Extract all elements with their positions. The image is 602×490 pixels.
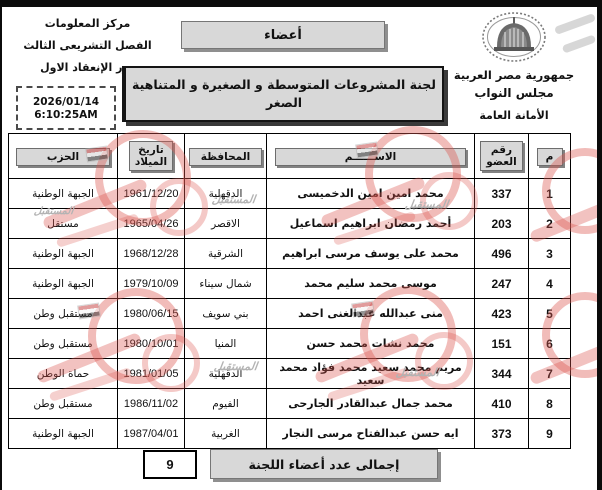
col-header-birth-date: تاريخ الميلاد [117,133,185,179]
org-name: مركز المعلومات [44,17,131,30]
cell-index: 6 [528,328,571,359]
parliament-emblem-icon [482,12,546,62]
cell-birth-date: 1987/04/01 [117,418,185,449]
cell-name: محمد نشات محمد حسن [266,328,475,359]
governorate-header-button: المحافظة [189,147,262,166]
cell-birth-date: 1980/06/15 [117,298,185,329]
table-row: 9 373 ايه حسن عبدالفتاح مرسى النجار الغربية… [8,418,571,449]
cell-governorate: الغربية [184,418,267,449]
print-datetime-box: 2026/01/14 6:10:25AM [16,86,116,130]
cell-governorate: المنيا [184,328,267,359]
parliament-identity-block: جمهورية مصر العربية مجلس النواب الأمانة … [438,10,590,124]
cell-member-no: 410 [474,388,529,419]
col-header-member-no: رقم العضو [474,133,529,179]
col-header-index: م [528,133,571,179]
cell-index: 7 [528,358,571,389]
cell-member-no: 337 [474,178,529,209]
info-center-block: مركز المعلومات الفصل التشريعى الثالث دور… [10,13,165,79]
cell-member-no: 373 [474,418,529,449]
cell-party: مستقبل وطن [8,298,118,329]
cell-governorate: بني سويف [184,298,267,329]
cell-member-no: 203 [474,208,529,239]
cell-governorate: الاقصر [184,208,267,239]
cell-governorate: الدقهلية [184,178,267,209]
cell-name: منى عبدالله عبدالغنى احمد [266,298,475,329]
members-table-body: 1 337 محمد امين امين الدخميسى الدقهلية 1961/… [8,178,571,449]
cell-name: موسى محمد سليم محمد [266,268,475,299]
scan-border-right [597,0,602,490]
cell-member-no: 151 [474,328,529,359]
cell-name: ايه حسن عبدالفتاح مرسى النجار [266,418,475,449]
cell-index: 9 [528,418,571,449]
cell-index: 8 [528,388,571,419]
col-header-governorate: المحافظة [184,133,267,179]
cell-party: مستقبل وطن [8,328,118,359]
cell-governorate: الفيوم [184,388,267,419]
cell-name: محمد على يوسف مرسى ابراهيم [266,238,475,269]
cell-birth-date: 1979/10/09 [117,268,185,299]
index-header-button: م [536,147,563,166]
cell-name: أحمد رمضان ابراهيم اسماعيل [266,208,475,239]
committee-title-box: لجنة المشروعات المتوسطة و الصغيرة و المت… [122,66,444,122]
cell-governorate: شمال سيناء [184,268,267,299]
cell-member-no: 423 [474,298,529,329]
committee-title-line2: الصغر [265,95,303,110]
session-round: دور الإنعقاد الاول [40,61,135,74]
cell-governorate: الدقهلية [184,358,267,389]
cell-birth-date: 1986/11/02 [117,388,185,419]
cell-governorate: الشرقية [184,238,267,269]
scan-border-top [0,0,602,7]
cell-index: 5 [528,298,571,329]
cell-index: 4 [528,268,571,299]
cell-index: 1 [528,178,571,209]
print-time: 6:10:25AM [34,108,98,121]
table-header-row: م رقم العضو الاســــــم المحافظة تاريخ ا… [8,133,571,179]
cell-name: محمد امين امين الدخميسى [266,178,475,209]
cell-index: 3 [528,238,571,269]
scan-border-left [0,0,2,490]
col-header-name: الاســــــم [266,133,475,179]
cell-party: الجبهة الوطنية [8,418,118,449]
cell-name: مريم محمد سعيد محمد فؤاد محمد سعيد [266,358,475,389]
cell-birth-date: 1968/12/28 [117,238,185,269]
cell-birth-date: 1981/01/05 [117,358,185,389]
cell-party: حماة الوطن [8,358,118,389]
general-secretariat: الأمانة العامة [479,109,549,122]
cell-party: الجبهة الوطنية [8,178,118,209]
cell-party: مستقل [8,208,118,239]
cell-member-no: 496 [474,238,529,269]
committee-members-table: م رقم العضو الاســــــم المحافظة تاريخ ا… [8,133,571,449]
print-date: 2026/01/14 [32,95,100,108]
committee-title-line1: لجنة المشروعات المتوسطة و الصغيرة و المت… [131,77,437,92]
cell-birth-date: 1965/04/26 [117,208,185,239]
table-row: 7 344 مريم محمد سعيد محمد فؤاد محمد سعيد ال… [8,358,571,389]
table-row: 2 203 أحمد رمضان ابراهيم اسماعيل الاقصر 1965… [8,208,571,239]
table-row: 5 423 منى عبدالله عبدالغنى احمد بني سويف 198… [8,298,571,329]
cell-party: الجبهة الوطنية [8,268,118,299]
table-row: 3 496 محمد على يوسف مرسى ابراهيم الشرقية 196… [8,238,571,269]
table-row: 1 337 محمد امين امين الدخميسى الدقهلية 1961/… [8,178,571,209]
birth-date-header-button: تاريخ الميلاد [128,140,174,172]
total-members-value: 9 [143,450,197,479]
members-heading: أعضاء [181,21,385,49]
legislative-term: الفصل التشريعى الثالث [23,39,152,52]
member-no-header-button: رقم العضو [480,140,523,172]
party-header-button: الحزب [16,147,110,166]
cell-party: الجبهة الوطنية [8,238,118,269]
cell-party: مستقبل وطن [8,388,118,419]
cell-member-no: 247 [474,268,529,299]
name-header-button: الاســــــم [275,147,466,166]
cell-index: 2 [528,208,571,239]
council-name: مجلس النواب [474,86,554,100]
cell-name: محمد جمال عبدالقادر الجارحى [266,388,475,419]
total-members-label: إجمالى عدد أعضاء اللجنة [210,449,438,479]
table-row: 6 151 محمد نشات محمد حسن المنيا 1980/10/01 مس… [8,328,571,359]
cell-birth-date: 1961/12/20 [117,178,185,209]
cell-member-no: 344 [474,358,529,389]
cell-birth-date: 1980/10/01 [117,328,185,359]
country-name: جمهورية مصر العربية [453,68,575,82]
table-row: 8 410 محمد جمال عبدالقادر الجارحى الفيوم 198… [8,388,571,419]
table-row: 4 247 موسى محمد سليم محمد شمال سيناء 1979/10… [8,268,571,299]
col-header-party: الحزب [8,133,118,179]
